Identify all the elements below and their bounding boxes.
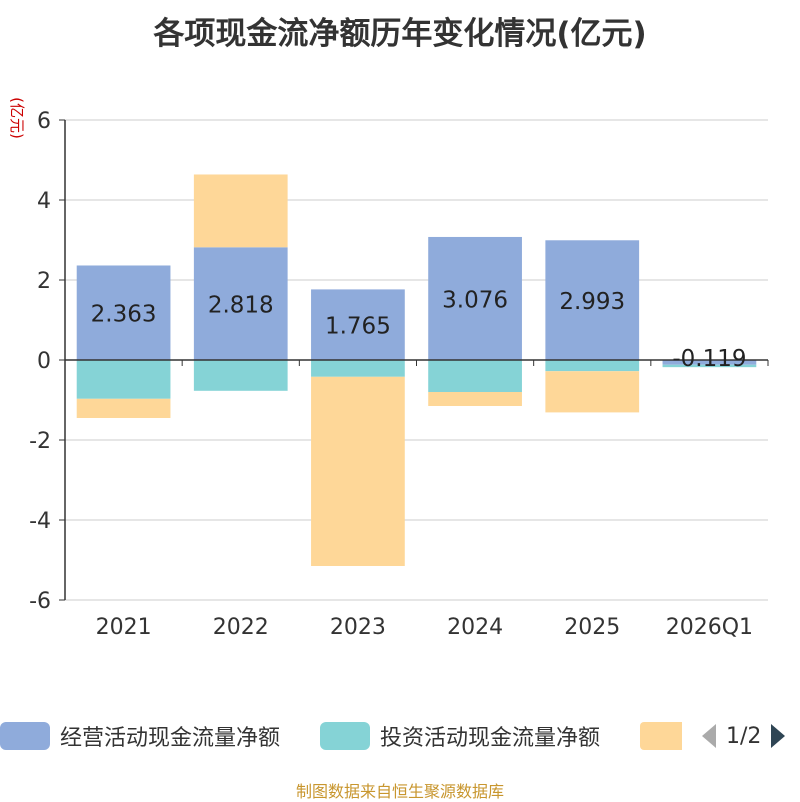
legend-item-financing[interactable] (640, 716, 682, 756)
legend-page-indicator: 1/2 (726, 723, 762, 749)
data-label: -0.119 (672, 346, 746, 372)
bar-investing (311, 360, 405, 377)
bar-operating (311, 289, 405, 360)
bar-operating (76, 265, 171, 360)
x-tick-label: 2025 (564, 615, 620, 640)
bar-financing (311, 376, 405, 566)
y-axis-title: (亿元) (8, 97, 26, 139)
y-tick-label: 2 (37, 269, 51, 294)
legend-swatch-operating (0, 722, 50, 750)
bar-investing (193, 360, 288, 391)
legend-label-investing: 投资活动现金流量净额 (380, 726, 601, 751)
data-label: 2.363 (91, 302, 157, 328)
bar-financing (193, 174, 288, 248)
data-label: 1.765 (325, 314, 391, 340)
bar-operating (662, 360, 757, 365)
legend: 经营活动现金流量净额 投资活动现金流量净额 1/2 (0, 716, 800, 756)
bar-financing (76, 398, 171, 418)
y-tick-label: 0 (37, 349, 51, 374)
data-label: 3.076 (442, 287, 508, 313)
y-tick-label: 6 (37, 109, 51, 134)
legend-label-operating: 经营活动现金流量净额 (60, 726, 281, 751)
chart-title: 各项现金流净额历年变化情况(亿元) (153, 16, 647, 52)
x-tick-label: 2021 (96, 615, 152, 640)
prev-page-icon[interactable] (700, 722, 718, 750)
bar-financing (428, 392, 522, 406)
bar-financing (545, 371, 640, 413)
bar-investing (76, 360, 171, 399)
legend-swatch-investing (320, 722, 370, 750)
bar-operating (193, 247, 288, 360)
y-tick-label: -2 (29, 429, 51, 454)
y-tick-label: 4 (37, 189, 51, 214)
x-tick-label: 2023 (330, 615, 386, 640)
legend-item-investing[interactable]: 投资活动现金流量净额 (320, 716, 600, 756)
legend-pager: 1/2 (700, 716, 787, 756)
legend-swatch-financing (640, 722, 682, 750)
x-tick-label: 2022 (213, 615, 269, 640)
bar-investing (428, 360, 522, 392)
bar-investing (545, 360, 640, 372)
data-label: 2.993 (559, 289, 625, 315)
x-tick-label: 2024 (447, 615, 503, 640)
bar-operating (545, 240, 640, 360)
y-tick-label: -4 (29, 509, 51, 534)
bar-investing (662, 364, 757, 368)
bar-operating (428, 236, 522, 360)
legend-item-operating[interactable]: 经营活动现金流量净额 (0, 716, 280, 756)
x-tick-label: 2026Q1 (666, 615, 753, 640)
cash-flow-chart: 6 4 2 0 -2 -4 -6 (亿元) 2021 2022 2023 2024 2025 2026Q1… (8, 97, 769, 640)
data-label: 2.818 (208, 293, 274, 319)
next-page-icon[interactable] (769, 722, 787, 750)
source-footer: 制图数据来自恒生聚源数据库 (295, 782, 504, 801)
y-tick-label: -6 (29, 589, 51, 614)
